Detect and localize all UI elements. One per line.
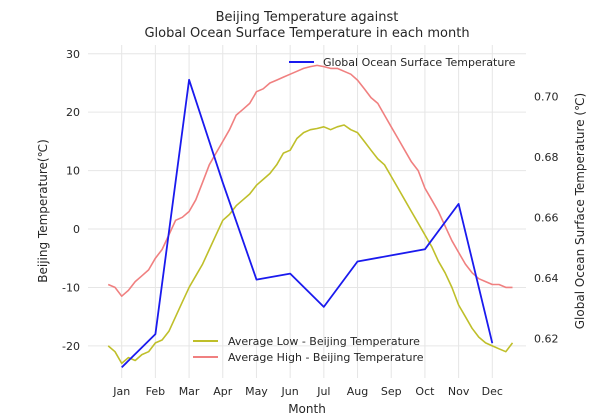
right-y-axis-label: Global Ocean Surface Temperature (℃)	[573, 93, 587, 330]
x-tick-label-mar: Mar	[179, 385, 200, 398]
chart-title-line2: Global Ocean Surface Temperature in each…	[144, 26, 469, 41]
left-y-tick-label: 0	[73, 223, 80, 236]
grid	[88, 45, 526, 378]
average-high-line	[107, 64, 513, 298]
legend-bottom: Average Low - Beijing Temperature Averag…	[193, 335, 424, 364]
x-axis-label: Month	[288, 402, 326, 416]
average-low-line	[107, 124, 514, 365]
x-tick-label-feb: Feb	[146, 385, 165, 398]
left-y-axis-label: Beijing Temperature(℃)	[36, 139, 50, 283]
left-y-tick-label: -20	[62, 340, 80, 353]
x-tick-label-nov: Nov	[448, 385, 470, 398]
x-axis-ticks: Jan Feb Mar Apr May Jun Jul Aug Sep Oct Nov Dec	[112, 385, 503, 398]
x-tick-label-aug: Aug	[347, 385, 368, 398]
ocean-temperature-line	[121, 78, 494, 369]
right-y-tick-label: 0.70	[534, 90, 559, 103]
left-y-tick-label: 10	[66, 165, 80, 178]
right-y-tick-label: 0.66	[534, 212, 559, 225]
left-y-tick-label: 30	[66, 48, 80, 61]
series-layer	[107, 64, 514, 369]
left-y-axis-ticks: -20 -10 0 10 20 30	[62, 48, 80, 353]
x-tick-label-jun: Jun	[281, 385, 299, 398]
right-y-tick-label: 0.62	[534, 333, 559, 346]
right-y-tick-label: 0.64	[534, 272, 559, 285]
left-y-tick-label: -10	[62, 281, 80, 294]
x-tick-label-dec: Dec	[482, 385, 503, 398]
legend-top: Global Ocean Surface Temperature	[289, 56, 516, 69]
chart-title-line1: Beijing Temperature against	[216, 10, 399, 25]
right-y-tick-label: 0.68	[534, 151, 559, 164]
right-y-axis-ticks: 0.62 0.64 0.66 0.68 0.70	[534, 90, 559, 345]
x-tick-label-jan: Jan	[112, 385, 130, 398]
legend-low-label: Average Low - Beijing Temperature	[228, 335, 420, 348]
x-tick-label-oct: Oct	[415, 385, 435, 398]
x-tick-label-sep: Sep	[381, 385, 402, 398]
x-tick-label-apr: Apr	[213, 385, 233, 398]
legend-high-label: Average High - Beijing Temperature	[228, 351, 424, 364]
x-tick-label-may: May	[245, 385, 268, 398]
left-y-tick-label: 20	[66, 106, 80, 119]
legend-ocean-label: Global Ocean Surface Temperature	[323, 56, 516, 69]
x-tick-label-jul: Jul	[316, 385, 330, 398]
